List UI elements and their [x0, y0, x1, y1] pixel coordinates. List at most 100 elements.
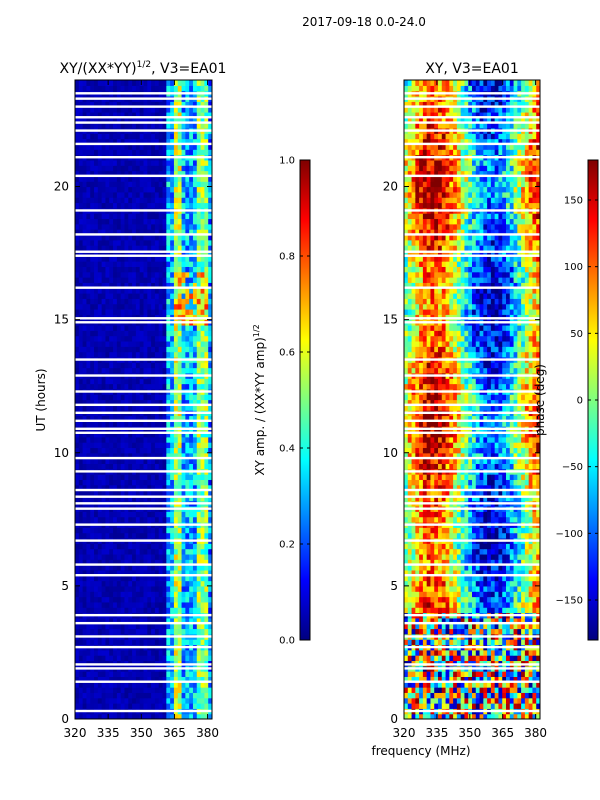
heatmap-cell — [181, 245, 186, 251]
heatmap-cell — [170, 117, 175, 124]
heatmap-cell — [75, 122, 80, 129]
heatmap-cell — [177, 255, 183, 262]
heatmap-cell — [86, 111, 91, 118]
heatmap-cell — [154, 527, 160, 534]
heatmap-cell — [151, 553, 156, 560]
heatmap-cell — [166, 628, 171, 635]
heatmap-cell — [124, 143, 129, 150]
heatmap-cell — [154, 649, 160, 656]
heatmap-cell — [464, 692, 469, 699]
heatmap-cell — [75, 490, 80, 496]
amplitude-colorbar-label: XY amp. / (XX*YY amp)1/2 — [252, 324, 267, 475]
heatmap-cell — [139, 213, 145, 220]
heatmap-cell — [147, 324, 152, 331]
heatmap-cell — [90, 261, 95, 267]
heatmap-cell — [158, 202, 164, 209]
heatmap-cell — [166, 111, 171, 118]
heatmap-cell — [78, 143, 84, 150]
heatmap-cell — [166, 234, 171, 241]
heatmap-cell — [404, 671, 409, 677]
heatmap-cell — [536, 655, 540, 662]
heatmap-cell — [422, 703, 428, 709]
heatmap-cell — [460, 713, 466, 719]
heatmap-cell — [196, 447, 202, 454]
heatmap-cell — [177, 458, 183, 464]
heatmap-cell — [116, 431, 122, 438]
heatmap-cell — [105, 303, 110, 310]
heatmap-cell — [78, 282, 84, 289]
heatmap-cell — [483, 703, 488, 709]
heatmap-cell — [90, 442, 95, 449]
heatmap-cell — [120, 596, 126, 603]
heatmap-cell — [166, 181, 171, 188]
heatmap-cell — [105, 479, 110, 486]
heatmap-cell — [166, 362, 171, 369]
heatmap-cell — [151, 197, 156, 204]
heatmap-cell — [192, 617, 198, 624]
heatmap-cell — [173, 202, 179, 209]
heatmap-cell — [192, 277, 198, 283]
heatmap-cell — [97, 239, 103, 246]
heatmap-cell — [151, 463, 156, 470]
heatmap-cell — [120, 197, 126, 204]
heatmap-cell — [189, 367, 194, 374]
heatmap-cell — [177, 351, 183, 358]
heatmap-cell — [200, 133, 205, 140]
heatmap-cell — [90, 569, 95, 576]
heatmap-cell — [196, 420, 202, 427]
heatmap-cell — [147, 671, 152, 677]
heatmap-cell — [120, 676, 126, 683]
heatmap-cell — [94, 213, 99, 220]
heatmap-cell — [185, 149, 190, 156]
heatmap-cell — [143, 474, 148, 480]
heatmap-cell — [192, 580, 198, 587]
heatmap-cell — [135, 378, 141, 385]
heatmap-cell — [139, 394, 145, 401]
heatmap-cell — [415, 639, 420, 646]
heatmap-cell — [170, 623, 175, 630]
heatmap-cell — [90, 479, 95, 486]
heatmap-cell — [113, 415, 118, 422]
heatmap-cell — [151, 527, 156, 534]
heatmap-cell — [472, 687, 477, 693]
heatmap-cell — [124, 484, 129, 491]
heatmap-cell — [185, 186, 190, 193]
heatmap-cell — [86, 607, 91, 614]
heatmap-cell — [449, 697, 454, 704]
heatmap-cell — [177, 346, 183, 353]
heatmap-cell — [109, 585, 114, 592]
heatmap-cell — [86, 85, 91, 92]
heatmap-cell — [445, 697, 450, 704]
heatmap-cell — [75, 601, 80, 608]
heatmap-cell — [120, 213, 126, 220]
heatmap-cell — [204, 532, 209, 539]
heatmap-cell — [105, 324, 110, 331]
heatmap-cell — [97, 548, 103, 555]
heatmap-cell — [181, 495, 186, 502]
heatmap-cell — [177, 261, 183, 267]
heatmap-cell — [132, 197, 137, 204]
heatmap-cell — [158, 149, 164, 156]
heatmap-cell — [177, 553, 183, 560]
heatmap-cell — [75, 623, 80, 630]
heatmap-cell — [128, 149, 133, 156]
heatmap-cell — [82, 681, 88, 688]
heatmap-cell — [101, 452, 107, 459]
heatmap-cell — [166, 340, 171, 347]
heatmap-cell — [94, 681, 99, 688]
heatmap-cell — [422, 687, 428, 693]
heatmap-cell — [502, 713, 507, 719]
heatmap-cell — [173, 442, 179, 449]
heatmap-cell — [208, 165, 212, 172]
heatmap-cell — [196, 484, 202, 491]
heatmap-cell — [143, 463, 148, 470]
heatmap-cell — [170, 85, 175, 92]
heatmap-cell — [147, 548, 152, 555]
heatmap-cell — [116, 607, 122, 614]
heatmap-cell — [411, 697, 416, 704]
heatmap-cell — [101, 394, 107, 401]
heatmap-cell — [97, 681, 103, 688]
heatmap-cell — [185, 340, 190, 347]
heatmap-cell — [109, 330, 114, 337]
heatmap-cell — [82, 436, 88, 443]
